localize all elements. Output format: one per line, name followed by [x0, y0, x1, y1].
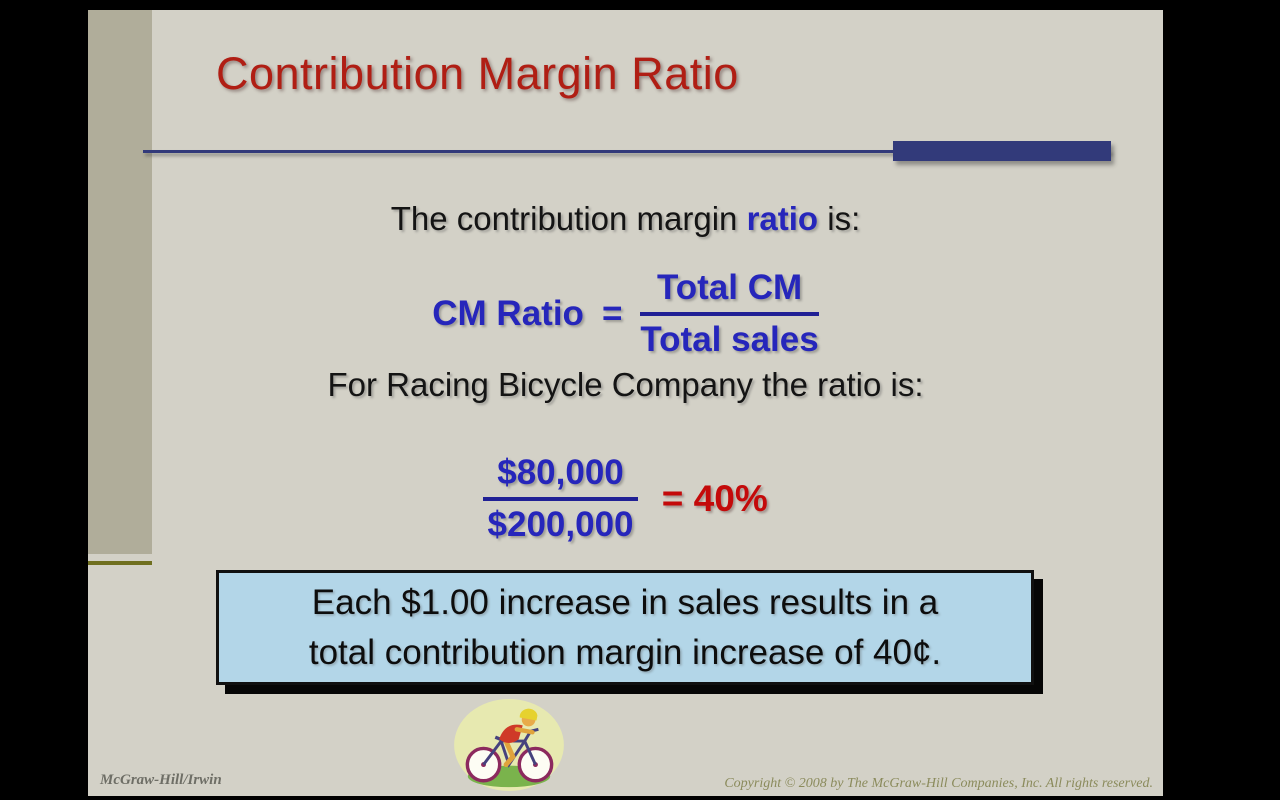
callout-line-2: total contribution margin increase of 40…: [308, 633, 942, 672]
company-line: For Racing Bicycle Company the ratio is:: [327, 366, 924, 403]
ratio-calc-numerator: $80,000: [483, 453, 638, 501]
ratio-calculation: $80,000 $200,000 = 40%: [88, 453, 1163, 545]
bicycle-clipart-icon: [450, 696, 568, 794]
callout-line-1: Each $1.00 increase in sales results in …: [311, 583, 939, 622]
presentation-slide: Contribution Margin Ratio The contributi…: [88, 10, 1163, 796]
stripe-footline: [88, 561, 152, 565]
cm-ratio-formula: CM Ratio = Total CM Total sales: [88, 268, 1163, 360]
ratio-calc-denominator: $200,000: [487, 505, 634, 544]
cm-ratio-numerator: Total CM: [640, 268, 819, 316]
footer-copyright: Copyright © 2008 by The McGraw-Hill Comp…: [724, 776, 1153, 791]
callout-box: Each $1.00 increase in sales results in …: [216, 570, 1034, 685]
slide-title: Contribution Margin Ratio: [216, 48, 739, 99]
cm-ratio-denominator: Total sales: [640, 320, 819, 359]
ratio-calc-fraction: $80,000 $200,000: [483, 453, 638, 545]
intro-ratio-highlight: ratio: [746, 200, 819, 237]
cm-ratio-label: CM Ratio: [432, 294, 584, 333]
cm-ratio-equals-sign: =: [601, 294, 623, 333]
ratio-calc-result: = 40%: [661, 478, 768, 519]
title-underline: [143, 150, 1111, 153]
intro-prefix: The contribution margin: [390, 200, 747, 237]
left-stripe: [88, 10, 152, 554]
footer-brand: McGraw-Hill/Irwin: [100, 772, 222, 788]
title-underline-accent: [893, 141, 1111, 161]
intro-suffix: is:: [818, 200, 861, 237]
cm-ratio-fraction: Total CM Total sales: [640, 268, 819, 360]
intro-line: The contribution margin ratio is:: [88, 200, 1163, 238]
